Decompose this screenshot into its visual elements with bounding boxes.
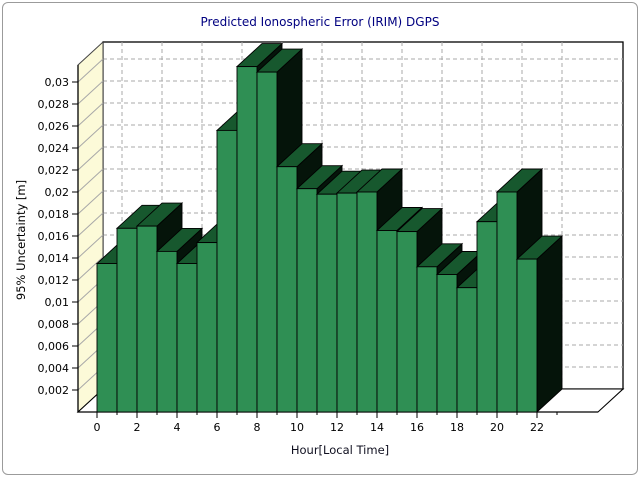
bar-front-face (436, 274, 458, 413)
x-tick-label: 14 (370, 421, 384, 434)
bar-front-face (136, 225, 158, 413)
bar-front-face (176, 263, 198, 413)
bar-hour-21 (515, 235, 564, 414)
x-tick-label: 0 (94, 421, 101, 434)
ionospheric-error-3d-bar-chart: 0,002 0,004 0,006 0,008 0,01 0,012 0,014 0,016 0… (38, 40, 625, 434)
wall-hatch-line (77, 124, 104, 149)
y-tick-label: 0,016 (38, 230, 70, 243)
y-tick-label: 0,014 (38, 252, 70, 265)
bar-front-face (476, 221, 498, 413)
y-tick-label: 0,002 (38, 384, 70, 397)
chart-panel: Predicted Ionospheric Error (IRIM) DGPS … (2, 2, 638, 475)
wall-hatch-line (77, 168, 104, 193)
bar-side-face (536, 235, 563, 414)
x-tick-label: 20 (490, 421, 504, 434)
y-tick-label: 0,018 (38, 208, 70, 221)
x-tick-label: 22 (530, 421, 544, 434)
x-tick-label: 2 (134, 421, 141, 434)
y-tick-label: 0,004 (38, 362, 70, 375)
y-tick-label: 0,026 (38, 120, 70, 133)
y-axis-title: 95% Uncertainty [m] (14, 179, 28, 301)
bar-front-face (156, 250, 178, 413)
bar-front-face (116, 227, 138, 413)
bar-front-face (356, 191, 378, 413)
bar-front-face (296, 188, 318, 413)
x-tick-label: 6 (214, 421, 221, 434)
x-tick-label: 8 (254, 421, 261, 434)
x-tick-label: 4 (174, 421, 181, 434)
wall-hatch-line (77, 146, 104, 171)
bar-front-face (496, 191, 518, 413)
y-tick-label: 0,008 (38, 318, 70, 331)
y-tick-label: 0,022 (38, 164, 70, 177)
bar-front-face (396, 231, 418, 413)
x-tick-label: 16 (410, 421, 424, 434)
bar-front-face (216, 129, 238, 413)
bar-front-face (196, 242, 218, 413)
wall-hatch-line (77, 102, 104, 127)
wall-hatch-line (77, 58, 104, 83)
bar-front-face (456, 287, 478, 413)
x-tick-label: 10 (290, 421, 304, 434)
y-tick-label: 0,03 (45, 76, 70, 89)
y-tick-label: 0,02 (45, 186, 70, 199)
y-tick-label: 0,012 (38, 274, 70, 287)
wall-hatch-line (77, 212, 104, 237)
chart-title: Predicted Ionospheric Error (IRIM) DGPS (200, 15, 440, 29)
y-tick-label: 0,01 (45, 296, 70, 309)
y-tick-label: 0,006 (38, 340, 70, 353)
wall-hatch-line (77, 80, 104, 105)
bar-front-face (256, 71, 278, 413)
wall-hatch-line (77, 190, 104, 215)
wall-hatch-line (77, 234, 104, 259)
bar-front-face (316, 193, 338, 413)
bar-front-face (236, 66, 258, 413)
bar-front-face (276, 166, 298, 413)
bar-front-face (336, 192, 358, 413)
y-tick-label: 0,024 (38, 142, 70, 155)
x-tick-label: 12 (330, 421, 344, 434)
bar-front-face (96, 263, 118, 413)
x-axis-title: Hour[Local Time] (290, 443, 390, 457)
bar-front-face (376, 230, 398, 413)
bar-front-face (416, 266, 438, 413)
bar-front-face (516, 258, 538, 413)
y-tick-label: 0,028 (38, 98, 70, 111)
wall-hatch-line (77, 256, 104, 281)
x-tick-label: 18 (450, 421, 464, 434)
